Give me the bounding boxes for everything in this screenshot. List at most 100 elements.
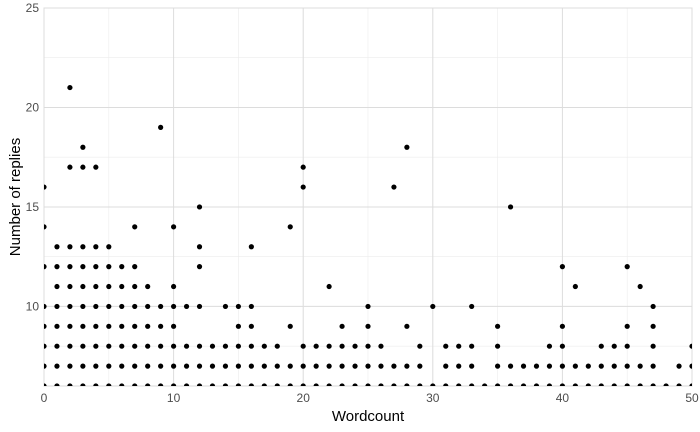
point <box>80 323 86 329</box>
point <box>287 323 293 329</box>
point <box>183 383 190 386</box>
point <box>222 383 229 386</box>
point <box>248 323 254 329</box>
point <box>80 144 86 150</box>
point <box>235 323 241 329</box>
point <box>222 303 229 310</box>
point <box>326 283 332 290</box>
point <box>637 383 643 386</box>
point <box>469 363 475 369</box>
point <box>80 383 86 386</box>
point <box>93 164 99 170</box>
point <box>106 323 112 329</box>
point <box>196 303 203 310</box>
point <box>196 383 203 386</box>
point <box>196 244 203 250</box>
point <box>106 283 112 290</box>
point <box>196 343 203 349</box>
point <box>326 363 332 369</box>
point <box>650 343 656 349</box>
point <box>80 244 86 250</box>
point <box>313 343 319 349</box>
point <box>404 323 410 329</box>
point <box>106 363 112 369</box>
point <box>533 363 540 369</box>
point <box>67 264 73 270</box>
point <box>209 383 216 386</box>
point <box>572 383 578 386</box>
point <box>119 323 125 329</box>
point <box>495 343 501 349</box>
point <box>235 303 241 310</box>
point <box>106 343 112 349</box>
point <box>546 363 553 369</box>
point <box>559 343 566 349</box>
point <box>248 383 254 386</box>
point <box>80 303 86 310</box>
grid <box>43 7 693 386</box>
point <box>274 343 280 349</box>
point <box>248 363 254 369</box>
point <box>339 323 345 329</box>
point <box>132 383 138 386</box>
point <box>391 383 397 386</box>
point <box>145 283 151 290</box>
y-tick-label: 15 <box>26 200 40 214</box>
point <box>222 343 229 349</box>
point <box>80 283 86 290</box>
point <box>93 303 99 310</box>
point <box>274 363 280 369</box>
point <box>300 184 306 190</box>
point <box>261 363 267 369</box>
point <box>637 363 643 369</box>
point <box>44 264 47 270</box>
point <box>430 383 436 386</box>
point <box>443 343 449 349</box>
point <box>456 363 462 369</box>
point <box>44 383 47 386</box>
point <box>67 283 73 290</box>
point <box>196 264 203 270</box>
point <box>326 383 332 386</box>
point <box>106 383 112 386</box>
point <box>106 264 112 270</box>
y-tick-label: 10 <box>26 299 40 313</box>
point <box>352 383 358 386</box>
point <box>93 383 99 386</box>
point <box>67 323 73 329</box>
point <box>572 363 578 369</box>
point <box>119 343 125 349</box>
point <box>171 303 177 310</box>
point <box>300 363 306 369</box>
x-tick-label: 20 <box>297 391 311 405</box>
point <box>44 323 47 329</box>
point <box>119 283 125 290</box>
point <box>507 204 514 210</box>
point <box>248 303 254 310</box>
point <box>404 363 410 369</box>
point <box>44 303 47 310</box>
point <box>54 264 60 270</box>
point <box>158 363 164 369</box>
point <box>546 343 553 349</box>
point <box>520 383 527 386</box>
point <box>689 363 692 369</box>
point <box>248 343 254 349</box>
point <box>54 244 60 250</box>
point <box>650 363 656 369</box>
point <box>507 363 514 369</box>
point <box>676 363 682 369</box>
point <box>183 303 190 310</box>
point <box>417 363 423 369</box>
point <box>495 323 501 329</box>
point <box>533 383 540 386</box>
point <box>44 363 47 369</box>
point <box>171 363 177 369</box>
point <box>196 204 203 210</box>
point <box>300 343 306 349</box>
point <box>183 363 190 369</box>
point <box>171 323 177 329</box>
point <box>80 343 86 349</box>
point <box>352 363 358 369</box>
